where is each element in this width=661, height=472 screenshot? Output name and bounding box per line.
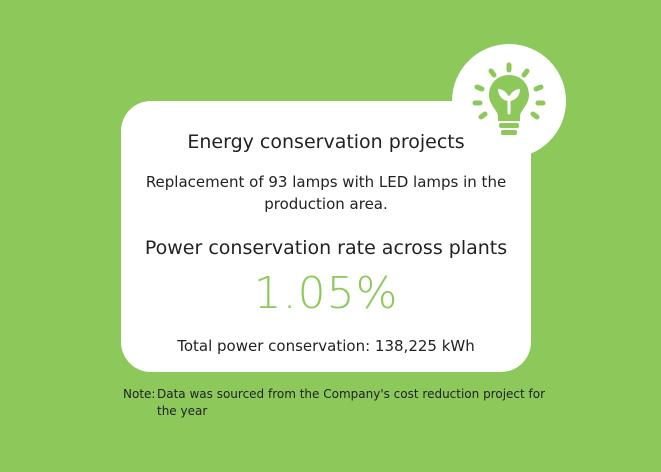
- card-title: Energy conservation projects: [187, 131, 465, 153]
- note-label: Note:: [123, 387, 156, 401]
- total-conservation: Total power conservation: 138,225 kWh: [177, 337, 475, 355]
- card-subtitle: Power conservation rate across plants: [144, 237, 508, 259]
- note-text: Data was sourced from the Company's cost…: [157, 387, 546, 418]
- info-card: [121, 101, 531, 372]
- conservation-rate: 1.05%: [253, 268, 399, 319]
- icon-badge: [452, 44, 566, 158]
- lightbulb-leaf-icon: [472, 62, 546, 135]
- footnote: Note: Data was sourced from the Company'…: [123, 386, 563, 420]
- card-description: Replacement of 93 lamps with LED lamps i…: [145, 173, 507, 213]
